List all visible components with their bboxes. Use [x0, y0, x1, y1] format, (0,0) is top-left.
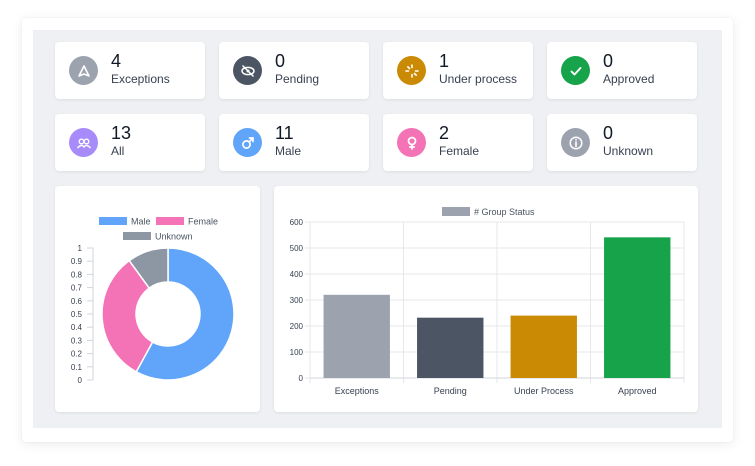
- stat-value: 13: [111, 123, 132, 143]
- y-tick-label: 0.2: [71, 350, 83, 359]
- x-tick-label: Approved: [618, 386, 657, 396]
- slice-female: [101, 259, 154, 373]
- stat-value: 0: [603, 123, 614, 143]
- stat-card-under-process[interactable]: 1 Under process: [383, 42, 533, 99]
- stat-label: Exceptions: [111, 72, 170, 86]
- slice-unknown: [128, 247, 169, 290]
- x-tick-label: Exceptions: [335, 386, 380, 396]
- check-icon: [561, 56, 590, 85]
- bar-pending: [417, 317, 484, 378]
- legend-swatch-group-status: [442, 207, 470, 216]
- bar-under-process: [510, 315, 577, 378]
- stat-value: 4: [111, 51, 122, 71]
- y-tick-label: 0.3: [71, 336, 83, 345]
- y-tick-label: 0: [78, 376, 83, 385]
- stat-card-unknown[interactable]: 0 Unknown: [547, 114, 697, 171]
- y-tick-label: 100: [290, 348, 304, 357]
- y-tick-label: 0.4: [71, 323, 83, 332]
- y-tick-label: 0.9: [71, 257, 83, 266]
- group-status-bar-chart: # Group Status 600 500 400 300 200 100 0 Excepti…: [290, 207, 685, 396]
- legend-label-female: Female: [188, 217, 218, 227]
- triangle-alert-icon: [69, 56, 98, 85]
- y-tick-label: 0.5: [71, 310, 83, 319]
- stat-label: Female: [439, 144, 480, 158]
- y-tick-label: 600: [290, 218, 304, 227]
- info-icon: [561, 128, 590, 157]
- y-tick-label: 0.8: [71, 270, 83, 279]
- legend-label-unknown: Unknown: [155, 232, 193, 242]
- y-tick-label: 0.6: [71, 297, 83, 306]
- stat-label: All: [111, 144, 125, 158]
- stat-card-female[interactable]: 2 Female: [383, 114, 533, 171]
- y-tick-label: 0: [299, 374, 304, 383]
- y-tick-label: 400: [290, 270, 304, 279]
- stat-value: 1: [439, 51, 450, 71]
- gender-doughnut-chart: Male Female Unknown 1 0.9 0.8 0.7 0.6 0.5 0.4 0.3 0…: [71, 217, 235, 385]
- stat-label: Approved: [603, 72, 655, 86]
- stat-card-exceptions[interactable]: 4 Exceptions: [55, 42, 205, 99]
- bar-approved: [604, 237, 671, 378]
- y-tick-label: 200: [290, 322, 304, 331]
- stat-value: 0: [603, 51, 614, 71]
- legend-swatch-unknown: [123, 232, 151, 240]
- legend-label-group-status: # Group Status: [474, 207, 535, 217]
- x-tick-label: Pending: [434, 386, 467, 396]
- stat-card-all[interactable]: 13 All: [55, 114, 205, 171]
- bar-exceptions: [323, 294, 390, 378]
- stat-label: Male: [275, 144, 302, 158]
- legend-swatch-female: [156, 217, 184, 225]
- gender-chart-card: Male Female Unknown 1 0.9 0.8 0.7 0.6 0.5 0.4 0.3 0…: [55, 186, 260, 412]
- stat-card-male[interactable]: 11 Male: [219, 114, 369, 171]
- male-icon: [233, 128, 262, 157]
- stat-value: 2: [439, 123, 450, 143]
- slice-male: [135, 247, 235, 381]
- y-tick-label: 500: [290, 244, 304, 253]
- legend-swatch-male: [99, 217, 127, 225]
- stat-label: Pending: [275, 72, 320, 86]
- loader-icon: [397, 56, 426, 85]
- status-chart-card: # Group Status 600 500 400 300 200 100 0 Excepti…: [274, 186, 698, 412]
- stat-label: Unknown: [603, 144, 654, 158]
- y-tick-label: 0.7: [71, 284, 83, 293]
- stat-card-pending[interactable]: 0 Pending: [219, 42, 369, 99]
- stat-label: Under process: [439, 72, 518, 86]
- eye-off-icon: [233, 56, 262, 85]
- y-tick-label: 0.1: [71, 363, 83, 372]
- y-tick-label: 300: [290, 296, 304, 305]
- users-icon: [69, 128, 98, 157]
- female-icon: [397, 128, 426, 157]
- stat-value: 11: [275, 123, 294, 143]
- y-tick-label: 1: [78, 244, 83, 253]
- legend-label-male: Male: [131, 217, 151, 227]
- x-tick-label: Under Process: [514, 386, 574, 396]
- stat-card-approved[interactable]: 0 Approved: [547, 42, 697, 99]
- stat-value: 0: [275, 51, 286, 71]
